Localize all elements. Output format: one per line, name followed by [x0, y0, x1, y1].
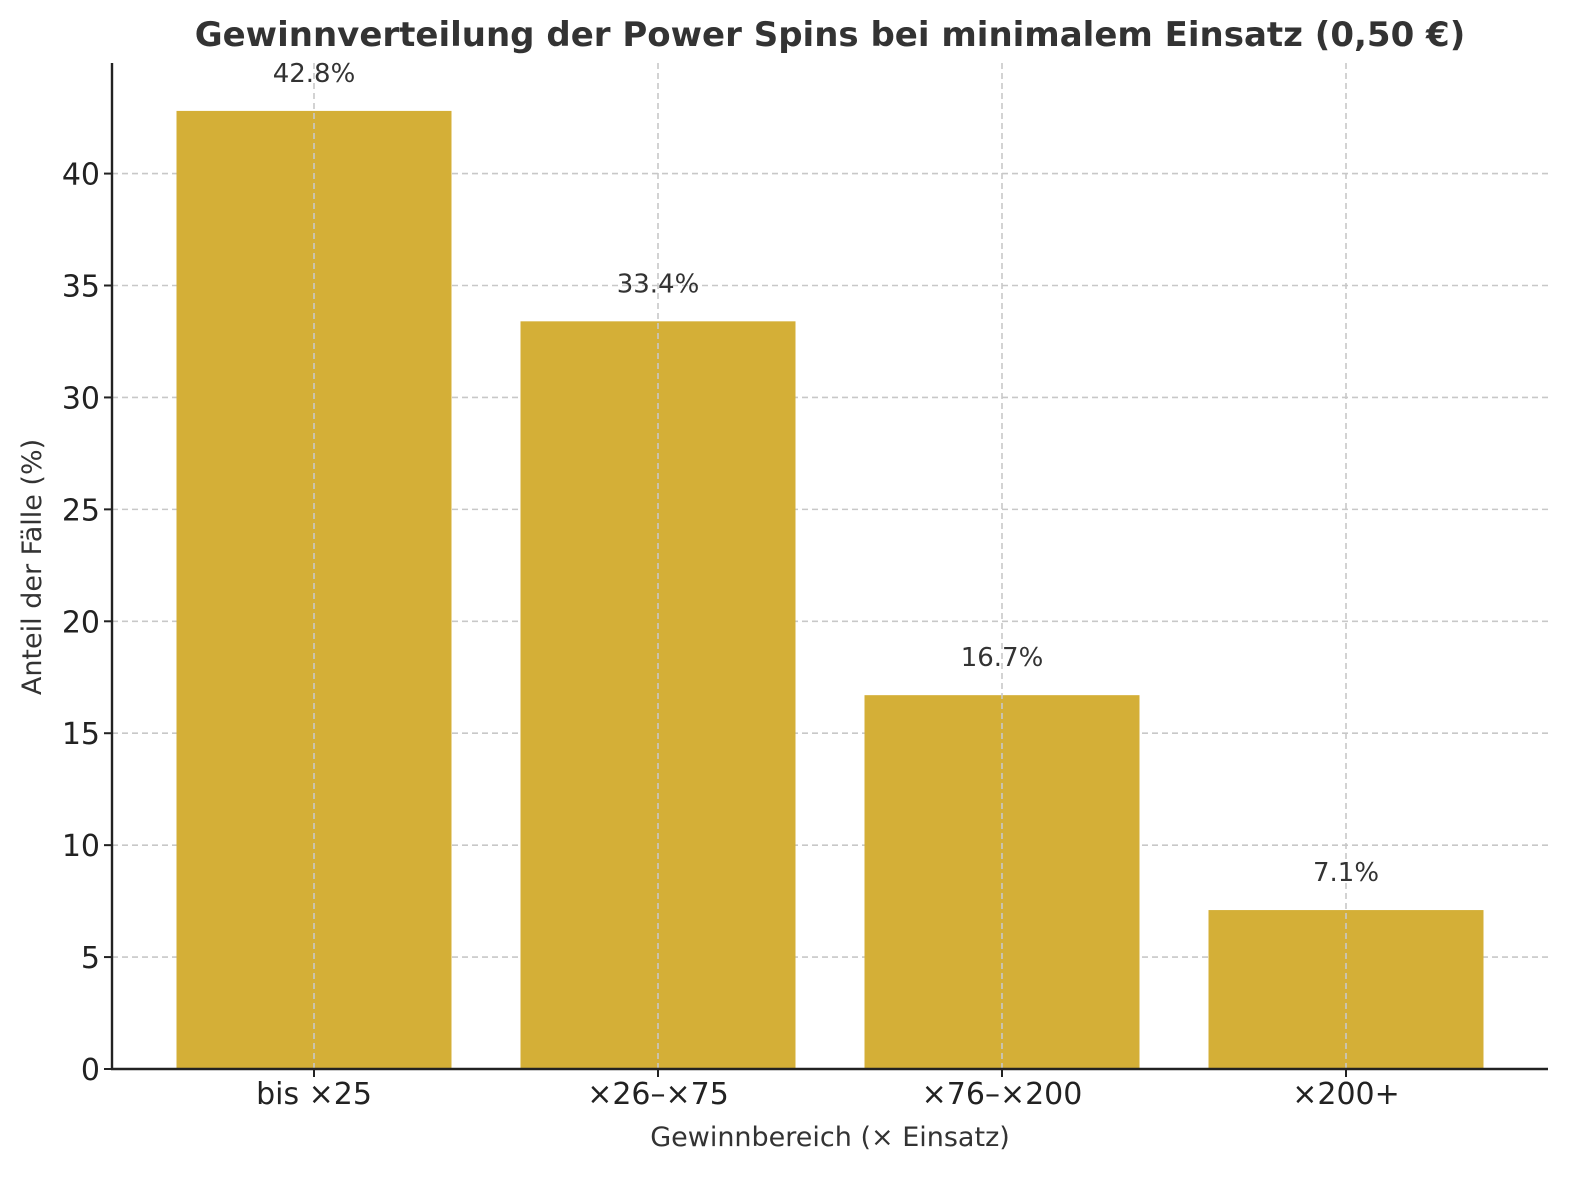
bar: [864, 695, 1140, 1069]
y-tick-label: 0: [81, 1053, 100, 1088]
y-tick-label: 5: [81, 941, 100, 976]
y-tick-label: 35: [62, 270, 100, 305]
y-tick-label: 40: [62, 158, 100, 193]
y-axis-ticks: 0 5 10 15 20 25 30 35 40: [62, 158, 112, 1088]
axes: [110, 63, 1548, 1071]
y-tick-label: 30: [62, 381, 100, 416]
bar-value-labels: 42.8% 33.4% 16.7% 7.1%: [273, 59, 1379, 888]
bar-value-label: 16.7%: [961, 643, 1044, 673]
x-tick-label: ×76–×200: [922, 1077, 1083, 1112]
chart-title: Gewinnverteilung der Power Spins bei min…: [195, 15, 1466, 55]
x-tick-label: ×200+: [1292, 1077, 1400, 1112]
y-tick-label: 15: [62, 717, 100, 752]
bar: [176, 110, 452, 1069]
bar-value-label: 33.4%: [617, 269, 700, 299]
bars: [176, 110, 1484, 1070]
x-tick-label: bis ×25: [256, 1077, 372, 1112]
vertical-grid-lines: [313, 63, 1347, 1069]
y-axis-label: Anteil der Fälle (%): [17, 439, 48, 695]
y-tick-label: 25: [62, 493, 100, 528]
x-axis-label: Gewinnbereich (× Einsatz): [650, 1122, 1010, 1153]
y-tick-label: 10: [62, 829, 100, 864]
bar-value-label: 42.8%: [273, 59, 356, 89]
y-tick-label: 20: [62, 605, 100, 640]
bar-value-label: 7.1%: [1313, 858, 1379, 888]
x-axis-ticks: bis ×25 ×26–×75 ×76–×200 ×200+: [256, 1069, 1400, 1112]
x-tick-label: ×26–×75: [587, 1077, 729, 1112]
